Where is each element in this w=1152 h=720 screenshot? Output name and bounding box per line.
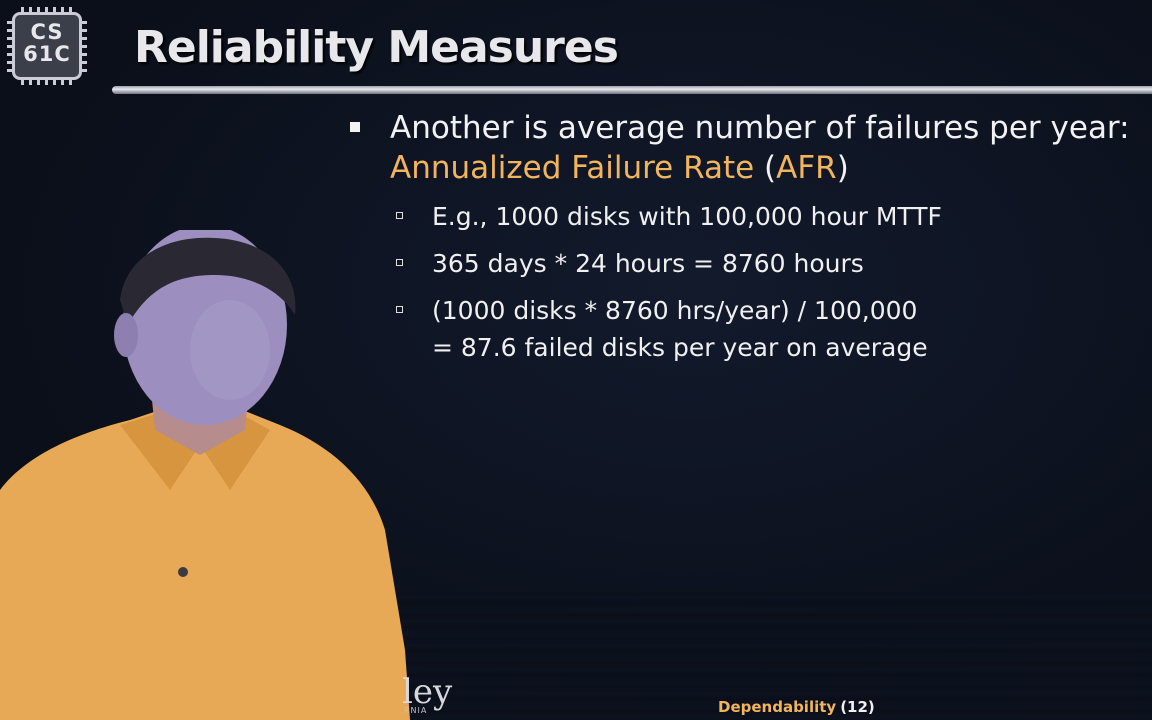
main-bullet-text: Another is average number of failures pe… — [390, 110, 1130, 146]
sub-bullet: E.g., 1000 disks with 100,000 hour MTTF — [346, 198, 1136, 235]
hollow-square-bullet-icon — [396, 306, 403, 313]
course-logo: CS 61C — [7, 7, 87, 85]
berkeley-watermark-sub: RNIA — [404, 706, 428, 715]
sub-bullet-text: E.g., 1000 disks with 100,000 hour MTTF — [432, 202, 942, 231]
slide-title: Reliability Measures — [134, 22, 619, 73]
hollow-square-bullet-icon — [396, 259, 403, 266]
presenter-figure — [0, 230, 410, 720]
paren-open: ( — [754, 150, 777, 186]
slide-number: (12) — [840, 698, 875, 716]
sub-bullet-list: E.g., 1000 disks with 100,000 hour MTTF … — [346, 198, 1136, 366]
title-divider — [112, 86, 1152, 94]
logo-line-2: 61C — [23, 42, 71, 66]
calc-line-2: = 87.6 failed disks per year on average — [432, 333, 928, 362]
afr-term: Annualized Failure Rate — [390, 150, 755, 186]
sub-bullet: 365 days * 24 hours = 8760 hours — [346, 245, 1136, 282]
calc-line-1: (1000 disks * 8760 hrs/year) / 100,000 — [432, 296, 918, 325]
sub-bullet-calculation: (1000 disks * 8760 hrs/year) / 100,000 =… — [346, 292, 1136, 366]
footer-topic: Dependability — [718, 698, 837, 716]
main-bullet: Another is average number of failures pe… — [346, 108, 1136, 188]
square-bullet-icon — [350, 122, 360, 132]
paren-close: ) — [836, 150, 849, 186]
berkeley-watermark: ley — [402, 672, 453, 712]
afr-acronym: AFR — [776, 150, 837, 186]
slide-content: Another is average number of failures pe… — [346, 108, 1136, 366]
sub-bullet-text: 365 days * 24 hours = 8760 hours — [432, 249, 864, 278]
logo-line-1: CS — [30, 20, 64, 44]
hollow-square-bullet-icon — [396, 212, 403, 219]
slide-footer: Dependability (12) — [718, 698, 875, 716]
